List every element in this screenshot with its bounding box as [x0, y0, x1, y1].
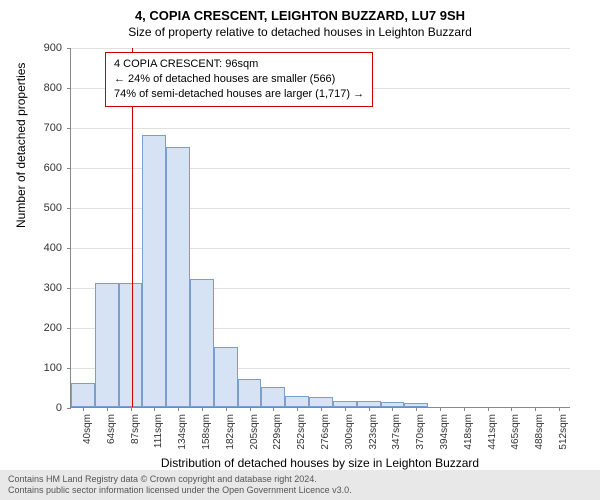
- y-tick-mark: [67, 368, 71, 369]
- bar: [95, 283, 119, 407]
- bar: [71, 383, 95, 407]
- bar: [190, 279, 214, 407]
- x-tick-mark: [464, 407, 465, 411]
- annotation-line-1: 4 COPIA CRESCENT: 96sqm: [114, 57, 364, 72]
- bar: [285, 396, 309, 407]
- y-tick-label: 300: [22, 282, 62, 294]
- x-tick-mark: [154, 407, 155, 411]
- x-tick-mark: [107, 407, 108, 411]
- bar: [214, 347, 238, 407]
- footer-line-1: Contains HM Land Registry data © Crown c…: [8, 474, 592, 485]
- x-tick-mark: [416, 407, 417, 411]
- chart-title: 4, COPIA CRESCENT, LEIGHTON BUZZARD, LU7…: [0, 0, 600, 23]
- y-tick-label: 100: [22, 362, 62, 374]
- y-tick-mark: [67, 208, 71, 209]
- y-tick-mark: [67, 328, 71, 329]
- y-tick-mark: [67, 288, 71, 289]
- y-tick-label: 500: [22, 202, 62, 214]
- bar: [142, 135, 166, 407]
- y-tick-mark: [67, 88, 71, 89]
- x-tick-mark: [250, 407, 251, 411]
- y-tick-mark: [67, 248, 71, 249]
- y-tick-label: 600: [22, 162, 62, 174]
- bar: [309, 397, 333, 407]
- y-tick-mark: [67, 408, 71, 409]
- x-tick-mark: [488, 407, 489, 411]
- x-tick-mark: [273, 407, 274, 411]
- y-tick-mark: [67, 48, 71, 49]
- y-tick-label: 400: [22, 242, 62, 254]
- annotation-line-2: ← 24% of detached houses are smaller (56…: [114, 72, 364, 87]
- y-tick-label: 700: [22, 122, 62, 134]
- x-tick-mark: [535, 407, 536, 411]
- bar: [238, 379, 262, 407]
- y-tick-label: 200: [22, 322, 62, 334]
- x-tick-mark: [131, 407, 132, 411]
- footer: Contains HM Land Registry data © Crown c…: [0, 470, 600, 500]
- x-tick-mark: [369, 407, 370, 411]
- x-tick-mark: [392, 407, 393, 411]
- x-axis-label: Distribution of detached houses by size …: [70, 456, 570, 470]
- x-tick-mark: [440, 407, 441, 411]
- x-tick-mark: [345, 407, 346, 411]
- y-tick-label: 900: [22, 42, 62, 54]
- footer-line-2: Contains public sector information licen…: [8, 485, 592, 496]
- x-tick-mark: [297, 407, 298, 411]
- bar: [261, 387, 285, 407]
- x-tick-mark: [83, 407, 84, 411]
- chart-subtitle: Size of property relative to detached ho…: [0, 23, 600, 39]
- x-tick-mark: [202, 407, 203, 411]
- y-tick-label: 800: [22, 82, 62, 94]
- x-tick-mark: [511, 407, 512, 411]
- annotation-box: 4 COPIA CRESCENT: 96sqm ← 24% of detache…: [105, 52, 373, 107]
- y-tick-label: 0: [22, 402, 62, 414]
- annotation-line-3: 74% of semi-detached houses are larger (…: [114, 87, 364, 102]
- y-tick-mark: [67, 168, 71, 169]
- bar: [119, 283, 143, 407]
- y-tick-mark: [67, 128, 71, 129]
- x-tick-mark: [559, 407, 560, 411]
- x-tick-mark: [226, 407, 227, 411]
- bar: [166, 147, 190, 407]
- x-tick-mark: [321, 407, 322, 411]
- x-tick-mark: [178, 407, 179, 411]
